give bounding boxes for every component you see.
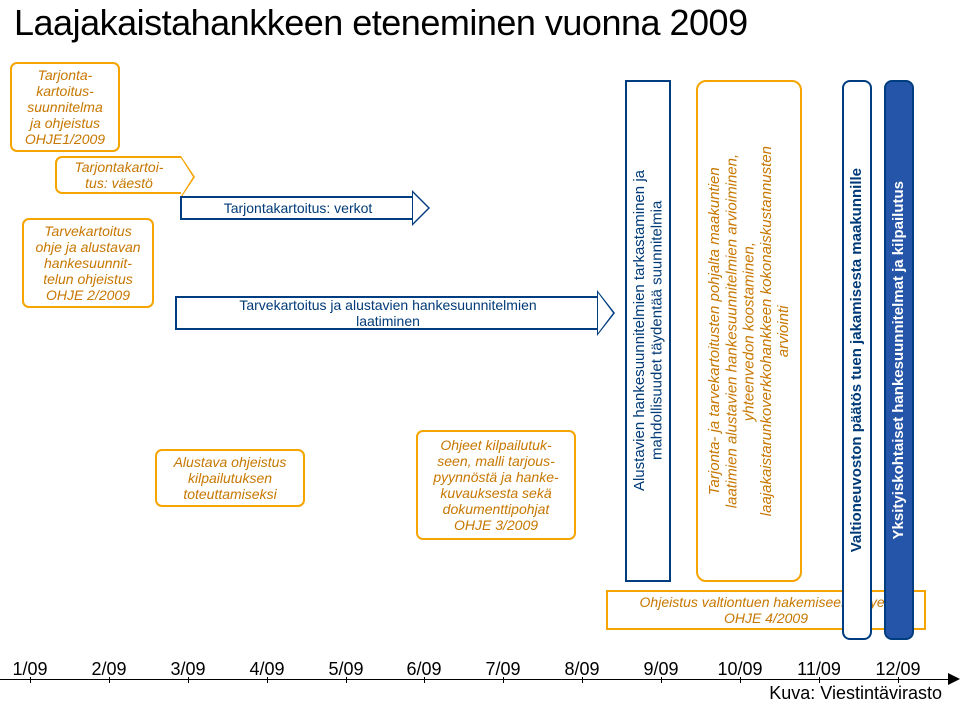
arrow-ar2: Tarvekartoitus ja alustavien hankesuunni… [175, 290, 615, 336]
left-box-lb4: Alustava ohjeistus kilpailutuksen toteut… [155, 449, 305, 507]
vbar-vb4: Yksityiskohtaiset hankesuunnitelmat ja k… [884, 80, 914, 640]
left-box-lb1: Tarjonta- kartoitus- suunnitelma ja ohje… [10, 62, 120, 152]
timeline-labels: 1/092/093/094/095/096/097/098/099/0910/0… [0, 656, 960, 676]
left-box-lb2: Tarjontakartoi- tus: väestö [55, 156, 181, 194]
vbar-vb1: Alustavien hankesuunnitelmien tarkastami… [625, 80, 671, 582]
page-title: Laajakaistahankkeen eteneminen vuonna 20… [14, 2, 748, 44]
image-credit: Kuva: Viestintävirasto [769, 683, 942, 704]
box-pb2: Ohjeistus valtiontuen hakemiseen liittye… [606, 590, 926, 630]
vbar-vb3: Valtioneuvoston päätös tuen jakamisesta … [842, 80, 872, 640]
arrow-ar1: Tarjontakartoitus: verkot [180, 190, 430, 226]
vbar-vb2: Tarjonta- ja tarvekartoitusten pohjalta … [696, 80, 802, 582]
box-pb1: Ohjeet kilpailutuk- seen, malli tarjous-… [416, 430, 576, 540]
left-box-lb3: Tarvekartoitus ohje ja alustavan hankesu… [22, 218, 154, 308]
